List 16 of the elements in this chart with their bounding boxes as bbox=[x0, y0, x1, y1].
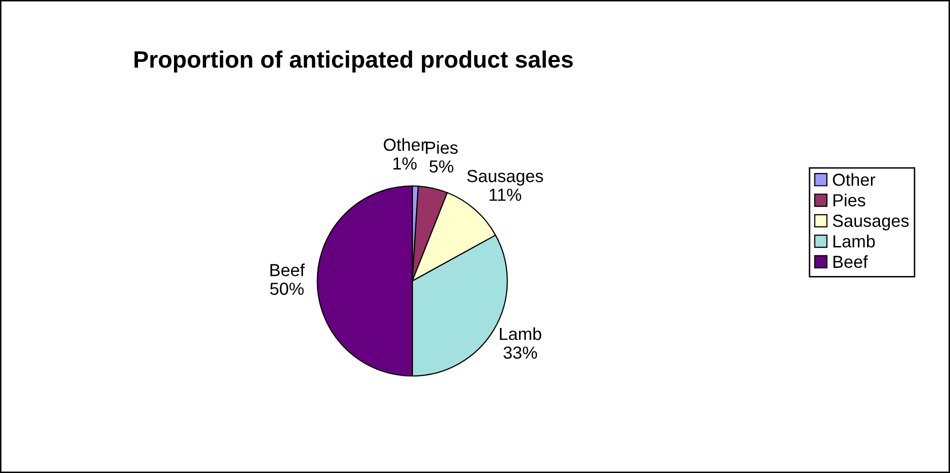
legend-label: Pies bbox=[834, 194, 866, 206]
data-label: 50% bbox=[270, 282, 304, 295]
slice-label: Other bbox=[384, 138, 426, 151]
legend-label: Sausages bbox=[832, 214, 909, 230]
data-label: 33% bbox=[504, 346, 537, 359]
data-label: 1% bbox=[393, 157, 417, 170]
slice-label: Lamb bbox=[500, 327, 542, 340]
legend-label: Other bbox=[832, 173, 876, 186]
data-label: 11% bbox=[490, 188, 522, 201]
slice-label: Beef bbox=[270, 264, 305, 276]
chart-title: Proportion of anticipated product sales bbox=[134, 50, 573, 72]
legend-label: Lamb bbox=[834, 234, 875, 248]
slice-label: Sausages bbox=[467, 170, 544, 186]
slice-label: Pies bbox=[426, 141, 458, 154]
data-label: 5% bbox=[430, 160, 454, 173]
legend-label: Beef bbox=[834, 255, 868, 268]
